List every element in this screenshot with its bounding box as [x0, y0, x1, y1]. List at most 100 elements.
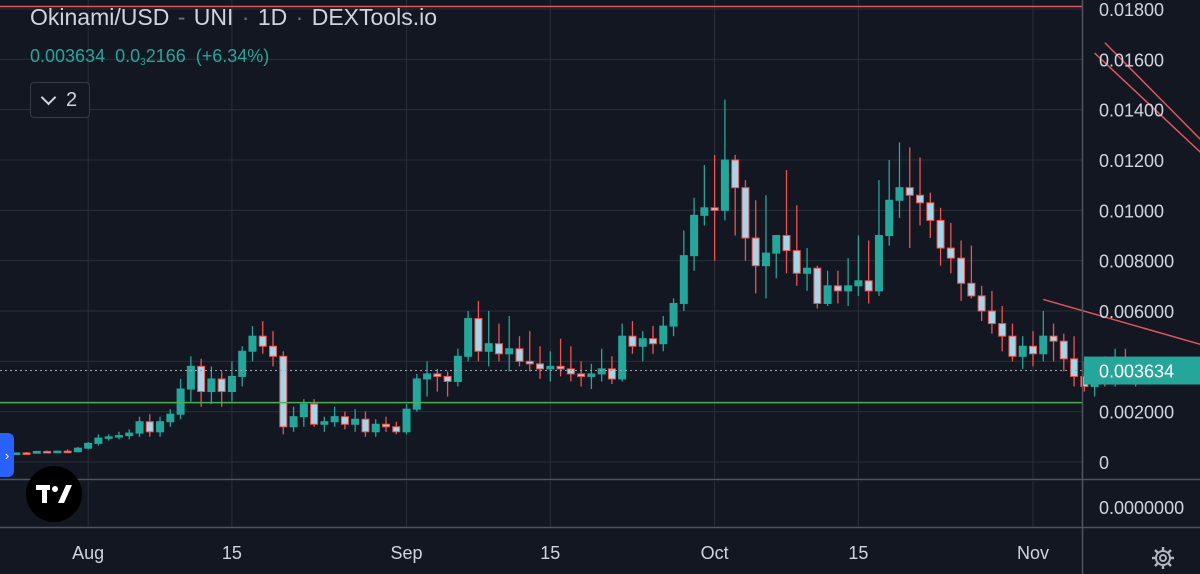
candle-body	[238, 350, 247, 377]
candle-body	[1008, 335, 1017, 357]
candle-body	[844, 285, 853, 292]
candle-body	[659, 325, 668, 345]
candle-body	[392, 426, 401, 433]
candle-body	[94, 437, 103, 444]
candle-body	[207, 378, 216, 393]
y-tick-label: 0.01200	[1099, 151, 1164, 171]
candle-body	[135, 421, 144, 434]
candle-body	[885, 199, 894, 236]
candle-body	[1039, 335, 1048, 355]
candle-body	[443, 375, 452, 382]
candle-body	[474, 318, 483, 352]
candle-body	[114, 435, 123, 438]
candle-body	[813, 267, 822, 304]
last-price-label: 0.003634	[1099, 362, 1174, 382]
candle-body	[679, 255, 688, 304]
candle-body	[977, 295, 986, 312]
candle-body	[597, 368, 606, 375]
wedge-top-trendline	[1094, 52, 1200, 153]
candle-body	[484, 343, 493, 352]
last-price-box	[1084, 356, 1200, 385]
candle-body	[361, 418, 370, 433]
candle-body	[998, 323, 1007, 337]
x-tick-label: 15	[848, 543, 868, 563]
candle-body	[618, 335, 627, 380]
candle-body	[299, 403, 308, 418]
candle-body	[761, 252, 770, 267]
candle-body	[967, 282, 976, 297]
x-tick-label: 15	[222, 543, 242, 563]
candle-body	[279, 355, 288, 428]
candle-body	[84, 442, 93, 449]
candle-body	[536, 363, 545, 370]
tradingview-logo[interactable]	[26, 466, 82, 522]
candle-body	[381, 423, 390, 428]
candle-body	[710, 207, 719, 211]
candle-body	[1059, 340, 1068, 360]
candle-body	[320, 421, 329, 425]
candle-body	[751, 237, 760, 267]
y-tick-label: 0.01000	[1099, 201, 1164, 221]
candle-body	[741, 187, 750, 239]
change-value-zeros: 3	[140, 57, 146, 68]
candle-body	[628, 335, 637, 347]
tradingview-icon	[36, 485, 72, 503]
candle-body	[330, 416, 339, 423]
pair-name: Okinami/USD	[30, 4, 170, 30]
candle-body	[556, 365, 565, 370]
candle-body	[32, 450, 41, 454]
indicator-count: 2	[65, 88, 78, 111]
x-tick-label: Oct	[701, 543, 729, 563]
candle-body	[310, 403, 319, 425]
grid	[0, 0, 1082, 527]
candle-body	[546, 365, 555, 370]
indicators-collapse-button[interactable]: 2	[30, 82, 90, 118]
y-tick-label: 0.008000	[1099, 252, 1174, 272]
candle-body	[464, 318, 473, 357]
candle-body	[957, 257, 966, 284]
price-readout: 0.003634 0.032166 (+6.34%)	[30, 46, 269, 68]
candle-body	[854, 280, 863, 287]
candle-body	[731, 159, 740, 189]
candle-body	[412, 378, 421, 410]
candle-body	[525, 360, 534, 365]
change-percent: (+6.34%)	[195, 46, 270, 66]
candle-body	[587, 373, 596, 377]
candle-body	[43, 450, 52, 454]
candle-body	[720, 159, 729, 211]
candle-body	[227, 375, 236, 393]
candle-body	[638, 338, 647, 347]
candle-body	[946, 247, 955, 259]
chevron-right-icon: ›	[4, 447, 10, 463]
y-tick-label: 0.01400	[1099, 101, 1164, 121]
sidebar-expand-handle[interactable]: ›	[0, 433, 14, 477]
x-tick-label: Nov	[1017, 543, 1049, 563]
exchange-name: UNI	[193, 4, 234, 30]
candle-body	[197, 365, 206, 393]
candle-body	[104, 436, 113, 439]
candle-body	[916, 194, 925, 204]
candle-body	[803, 267, 812, 274]
lower-pane-tick-label: 0.0000000	[1099, 498, 1184, 518]
candle-body	[772, 235, 781, 254]
candle-body	[792, 250, 801, 274]
candle-body	[1049, 335, 1058, 342]
chart-title: Okinami/USD - UNI · 1D · DEXTools.io	[30, 4, 437, 30]
candle-body	[649, 338, 658, 345]
candle-body	[340, 416, 349, 425]
candle-body	[289, 416, 298, 428]
candle-body	[895, 187, 904, 201]
candle-body	[905, 187, 914, 196]
gear-icon[interactable]	[1150, 545, 1176, 571]
candle-body	[351, 418, 360, 425]
candle-body	[402, 408, 411, 433]
candle-body	[515, 348, 524, 362]
candle-body	[926, 202, 935, 221]
candle-body	[874, 235, 883, 292]
candles	[2, 99, 1150, 456]
candle-body	[566, 368, 575, 375]
interval-label: 1D	[257, 4, 288, 30]
candle-body	[269, 345, 278, 357]
